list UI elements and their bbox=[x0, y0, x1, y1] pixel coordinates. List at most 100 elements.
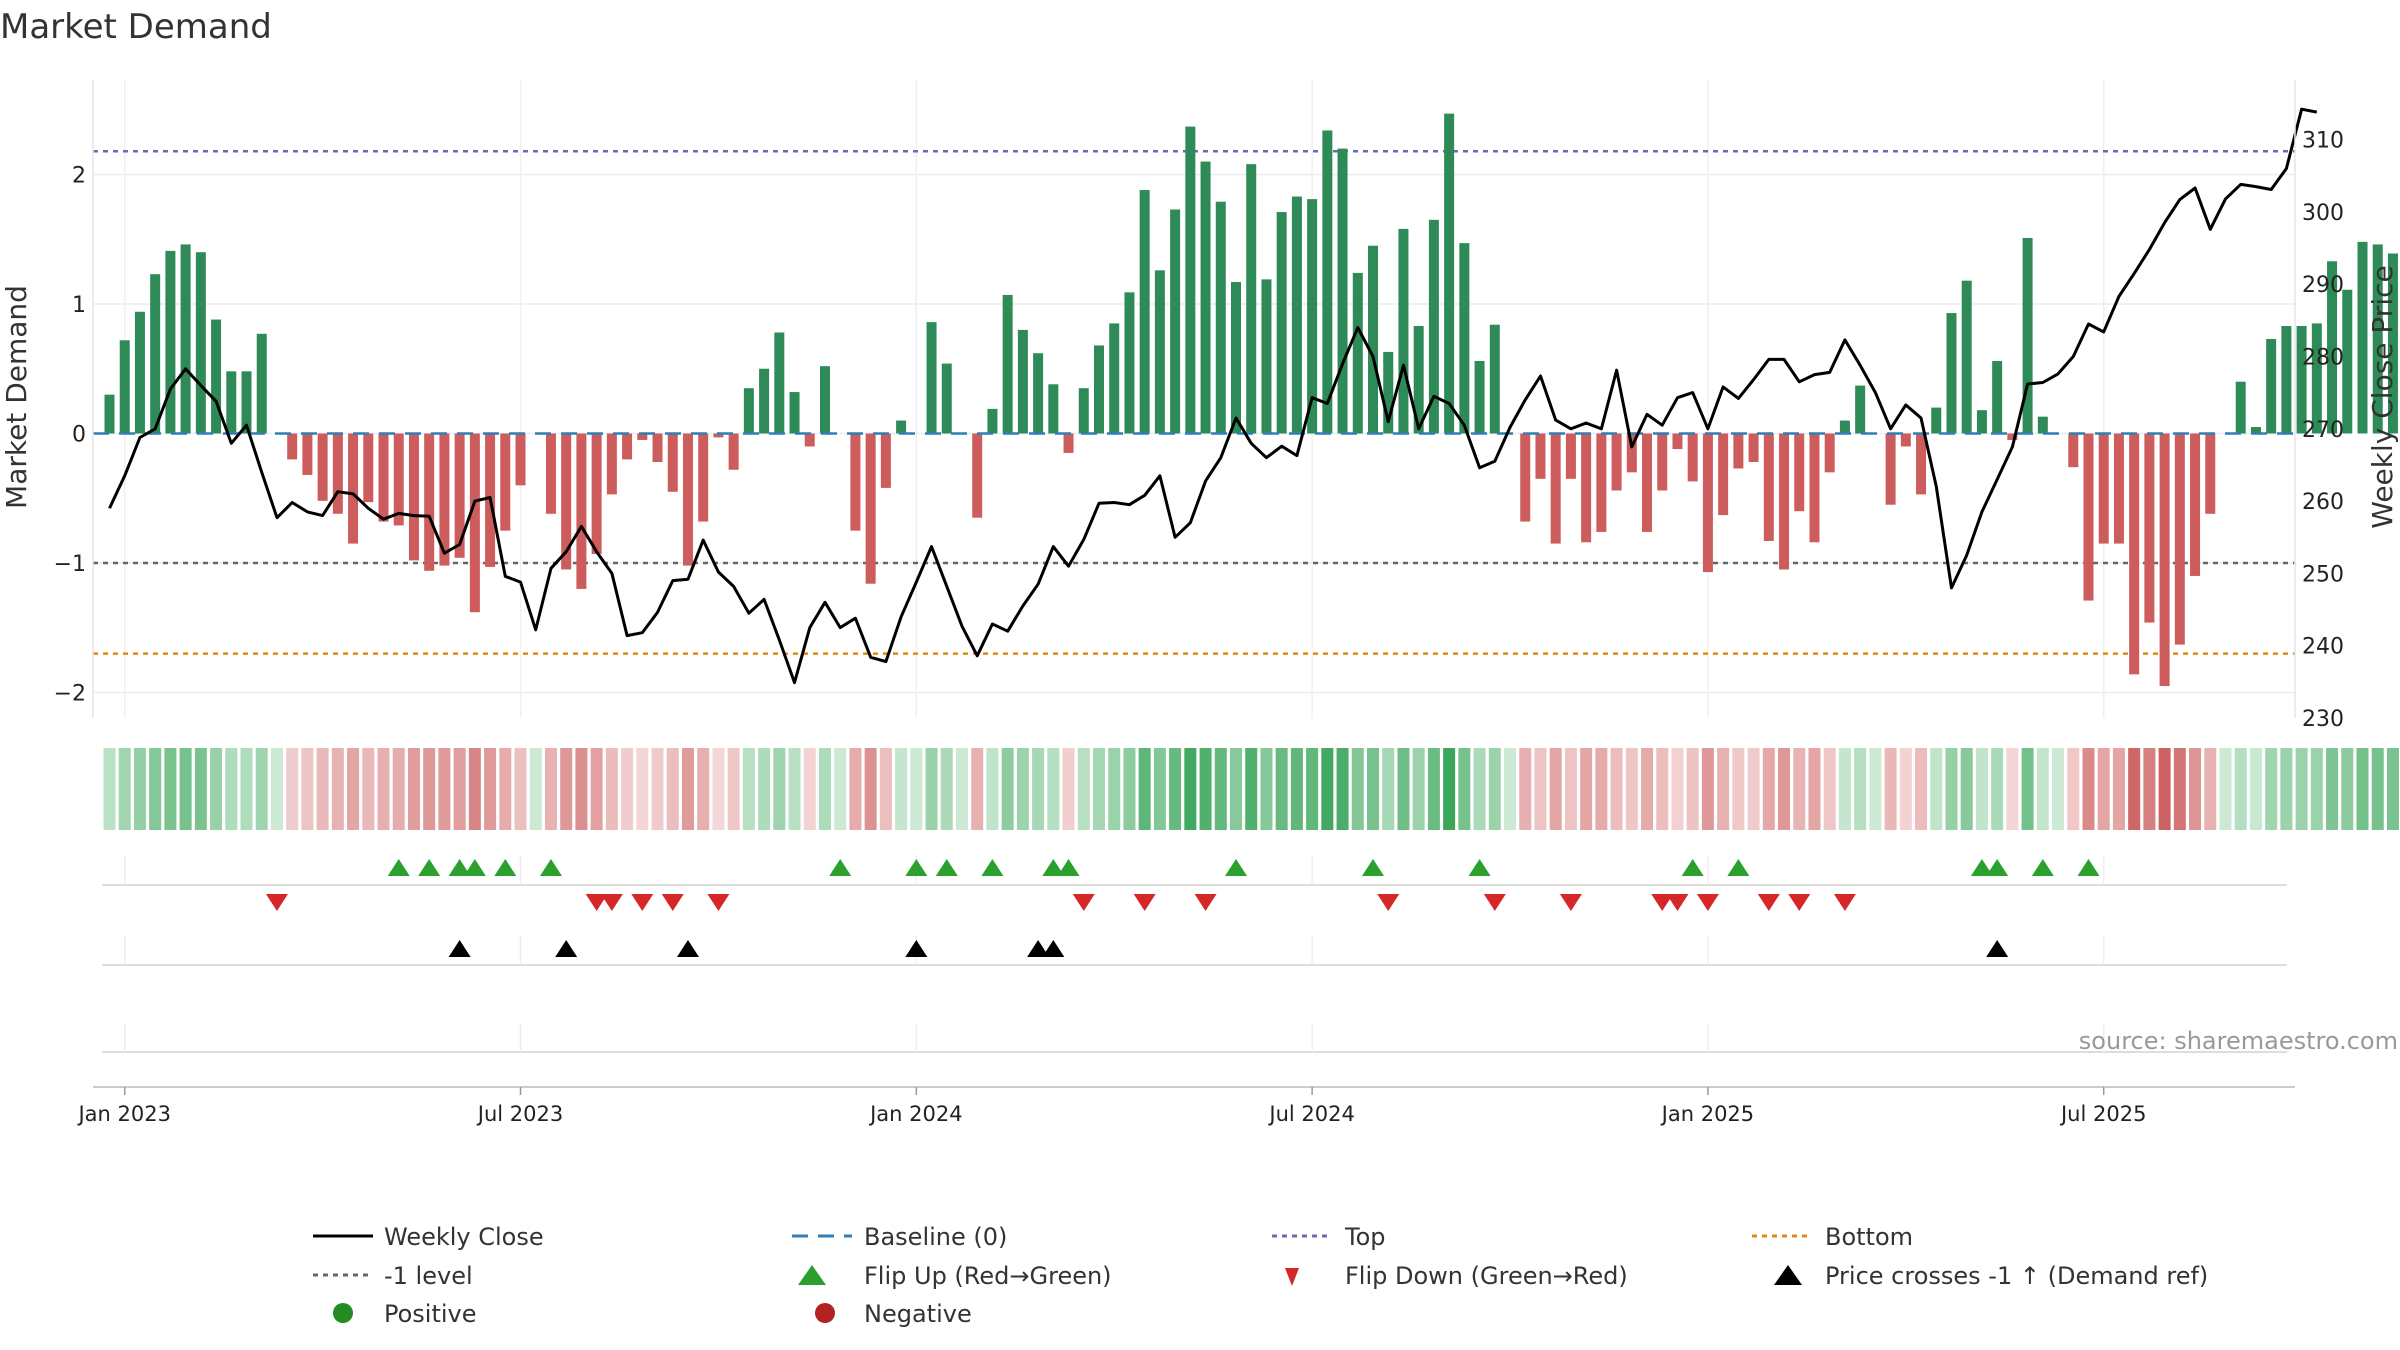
demand-bar bbox=[576, 433, 587, 589]
demand-bar bbox=[2068, 433, 2079, 468]
demand-bar bbox=[606, 433, 617, 495]
flip-down-marker bbox=[1483, 894, 1506, 911]
heat-cell bbox=[1367, 748, 1380, 830]
demand-bar bbox=[1428, 219, 1439, 434]
flip-up-marker bbox=[1057, 859, 1080, 876]
demand-bar bbox=[1763, 433, 1774, 541]
demand-bar bbox=[652, 433, 663, 462]
heat-cell bbox=[864, 748, 877, 830]
flip-down-marker bbox=[585, 894, 608, 911]
heat-cell bbox=[1306, 748, 1319, 830]
flip-down-marker bbox=[631, 894, 654, 911]
flip-down-marker bbox=[265, 894, 288, 911]
heat-cell bbox=[2082, 748, 2095, 830]
right-tick-label: 250 bbox=[2302, 562, 2344, 587]
demand-bar bbox=[1900, 433, 1911, 447]
flip-up-marker bbox=[1225, 859, 1248, 876]
x-axis-ticks: Jan 2023 Jul 2023 Jan 2024 Jul 2024 Jan 2025… bbox=[76, 1087, 2146, 1126]
demand-bar bbox=[698, 433, 709, 522]
heat-cell bbox=[1671, 748, 1684, 830]
demand-bar bbox=[743, 388, 754, 434]
demand-bar bbox=[2022, 237, 2033, 434]
heat-cell bbox=[2280, 748, 2293, 830]
heat-cell bbox=[1214, 748, 1227, 830]
demand-bar bbox=[637, 433, 648, 440]
heat-cell bbox=[1199, 748, 1212, 830]
demand-bar bbox=[1550, 433, 1561, 544]
price-cross-marker bbox=[1042, 940, 1065, 957]
demand-bar bbox=[2250, 427, 2261, 434]
demand-bar bbox=[1033, 353, 1044, 434]
legend-top: Top bbox=[1344, 1223, 1386, 1251]
right-axis-label: Weekly Close Price bbox=[2366, 265, 2399, 528]
flip-down-marker bbox=[707, 894, 730, 911]
demand-bar bbox=[1642, 433, 1653, 532]
demand-bar bbox=[1794, 433, 1805, 512]
price-cross-marker bbox=[676, 940, 699, 957]
heat-cell bbox=[1260, 748, 1273, 830]
flip-up-marker bbox=[463, 859, 486, 876]
demand-bar bbox=[1291, 196, 1302, 434]
heat-cell bbox=[1854, 748, 1867, 830]
heat-cell bbox=[2386, 748, 2399, 830]
heat-cell bbox=[1580, 748, 1593, 830]
heat-cell bbox=[2189, 748, 2202, 830]
right-tick-label: 240 bbox=[2302, 635, 2344, 660]
heat-cell bbox=[2036, 748, 2049, 830]
heat-cell bbox=[910, 748, 923, 830]
demand-bar bbox=[2083, 433, 2094, 601]
heat-cell bbox=[438, 748, 451, 830]
flip-up-marker bbox=[1986, 859, 2009, 876]
legend-positive-icon bbox=[333, 1303, 353, 1323]
heat-cell bbox=[895, 748, 908, 830]
source-label: source: sharemaestro.com bbox=[2079, 1027, 2398, 1055]
demand-bar bbox=[1337, 148, 1348, 434]
demand-bar bbox=[1124, 292, 1135, 434]
flip-down-marker bbox=[1757, 894, 1780, 911]
demand-bar bbox=[515, 433, 526, 486]
demand-bar bbox=[104, 394, 115, 434]
demand-bar bbox=[667, 433, 678, 492]
demand-bar bbox=[2357, 241, 2368, 434]
demand-bar bbox=[1093, 345, 1104, 434]
heat-cell bbox=[1382, 748, 1395, 830]
demand-bar bbox=[1702, 433, 1713, 573]
demand-bar bbox=[1215, 201, 1226, 434]
demand-bar bbox=[1946, 313, 1957, 434]
heat-cell bbox=[1488, 748, 1501, 830]
heat-cell bbox=[2265, 748, 2278, 830]
demand-bar bbox=[302, 433, 313, 475]
demand-bar bbox=[1748, 433, 1759, 462]
heat-cell bbox=[1899, 748, 1912, 830]
heat-cell bbox=[1397, 748, 1410, 830]
demand-bar bbox=[1246, 164, 1257, 434]
heat-cell bbox=[712, 748, 725, 830]
demand-bar bbox=[1109, 323, 1120, 434]
heat-cell bbox=[2249, 748, 2262, 830]
heat-cell bbox=[560, 748, 573, 830]
flip-up-marker bbox=[1727, 859, 1750, 876]
demand-bar bbox=[1261, 279, 1272, 434]
demand-bar bbox=[1916, 433, 1927, 495]
flip-down-marker bbox=[1194, 894, 1217, 911]
heat-cell bbox=[1641, 748, 1654, 830]
demand-bar bbox=[150, 274, 161, 434]
axes: 2 1 0 −1 −2 310 300 290 280 270 260 250 240 230 bbox=[54, 80, 2344, 732]
flip-up-marker bbox=[494, 859, 517, 876]
demand-bar bbox=[545, 433, 556, 514]
heat-cell bbox=[1427, 748, 1440, 830]
demand-bar bbox=[1078, 388, 1089, 434]
heat-cell bbox=[1047, 748, 1060, 830]
heat-cell bbox=[2128, 748, 2141, 830]
heat-cell bbox=[2371, 748, 2384, 830]
heat-cell bbox=[1001, 748, 1014, 830]
heat-cell bbox=[2310, 748, 2323, 830]
heat-cell bbox=[1732, 748, 1745, 830]
flip-down-marker bbox=[1696, 894, 1719, 911]
demand-bar bbox=[774, 332, 785, 434]
heat-cell bbox=[194, 748, 207, 830]
heat-cell bbox=[2173, 748, 2186, 830]
heat-cell bbox=[2112, 748, 2125, 830]
x-tick-label: Jul 2023 bbox=[476, 1102, 563, 1126]
demand-bar bbox=[850, 433, 861, 531]
